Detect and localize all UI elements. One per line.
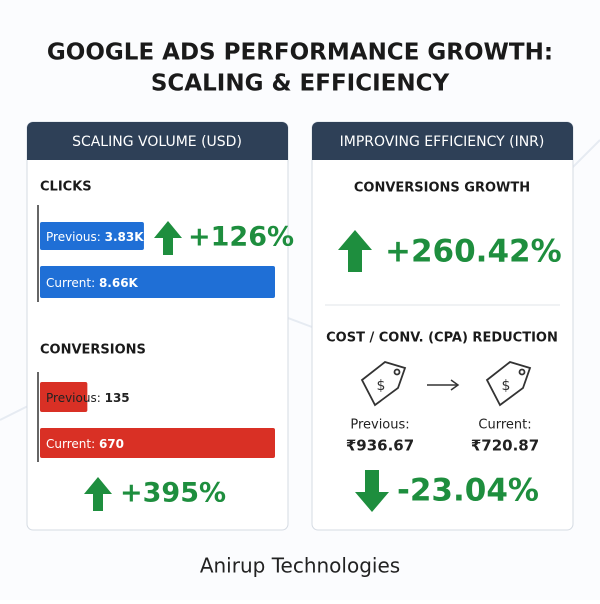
change-value: -23.04% <box>397 473 539 509</box>
panel-header <box>27 122 288 160</box>
arrow-head <box>450 379 460 391</box>
bar-label-text: Previous: <box>46 230 101 244</box>
up-arrow <box>338 230 372 272</box>
up-arrow <box>84 477 112 511</box>
price-label: Current: <box>478 418 531 433</box>
bar-label: Previous: 3.83K <box>46 230 144 244</box>
bar-label-text: Previous: <box>46 391 101 405</box>
bar-label: Previous: 135 <box>46 391 130 405</box>
price-value: ₹936.67 <box>346 437 414 455</box>
bar <box>40 382 88 412</box>
change-value: +395% <box>120 478 226 509</box>
panel-header <box>312 122 573 160</box>
change-value: +260.42% <box>385 234 562 270</box>
down-arrow <box>355 470 389 512</box>
bar-value: 3.83K <box>105 230 145 244</box>
section-title: CONVERSIONS <box>40 343 146 358</box>
price-value: ₹720.87 <box>471 437 539 455</box>
price-tag-icon: $ <box>360 361 407 407</box>
section-title: CONVERSIONS GROWTH <box>354 181 530 196</box>
section-title: COST / CONV. (CPA) REDUCTION <box>326 331 558 346</box>
bar <box>40 222 144 250</box>
bar-label: Current: 8.66K <box>46 276 139 290</box>
bar-value: 135 <box>105 391 130 405</box>
bar-value: 670 <box>99 437 124 451</box>
footer: Anirup Technologies <box>200 554 400 578</box>
bar-label: Current: 670 <box>46 437 124 451</box>
title-line: GOOGLE ADS PERFORMANCE GROWTH: <box>47 40 553 66</box>
bar-label-text: Current: <box>46 437 95 451</box>
bar <box>40 266 275 298</box>
up-arrow <box>154 221 182 255</box>
title-line: SCALING & EFFICIENCY <box>151 71 450 97</box>
bar-label-text: Current: <box>46 276 95 290</box>
bar-value: 8.66K <box>99 276 139 290</box>
panel-title: SCALING VOLUME (USD) <box>72 134 242 150</box>
panel-title: IMPROVING EFFICIENCY (INR) <box>340 134 545 150</box>
change-value: +126% <box>188 222 294 253</box>
price-tag-icon: $ <box>485 361 532 407</box>
svg-text:$: $ <box>502 378 511 394</box>
price-label: Previous: <box>350 418 409 433</box>
bar <box>40 428 275 458</box>
section-title: CLICKS <box>40 180 92 195</box>
svg-text:$: $ <box>377 378 386 394</box>
